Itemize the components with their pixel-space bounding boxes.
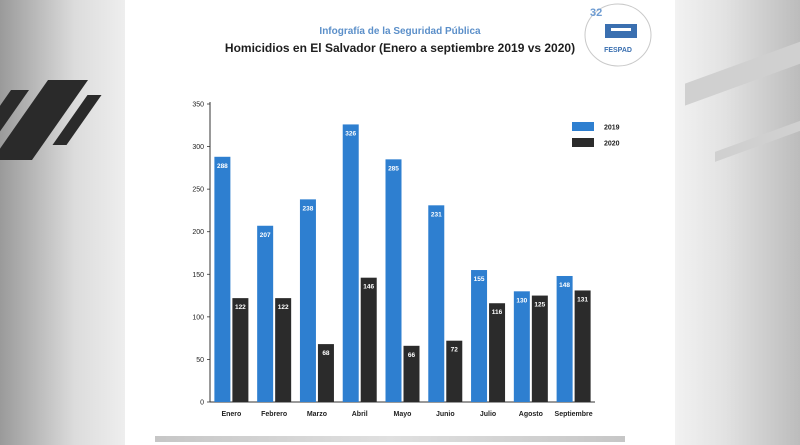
y-tick-label: 100 — [192, 314, 204, 321]
bar-2019 — [385, 159, 402, 402]
data-label: 288 — [217, 163, 228, 170]
data-label: 125 — [534, 302, 545, 309]
logo-anniversary: 32 — [590, 7, 602, 19]
y-tick-label: 0 — [200, 400, 204, 407]
legend-swatch-2019 — [572, 122, 594, 131]
bar-2020 — [317, 344, 334, 402]
data-label: 130 — [516, 297, 527, 304]
data-label: 66 — [408, 352, 416, 359]
data-label: 231 — [431, 211, 442, 218]
x-tick-label: Abril — [352, 411, 368, 418]
data-label: 146 — [363, 284, 374, 291]
background-right — [675, 0, 800, 445]
bar-2019 — [513, 291, 530, 402]
data-label: 116 — [492, 309, 503, 316]
legend-swatch-2020 — [572, 138, 594, 147]
footer-source-text — [155, 436, 625, 442]
x-tick-label: Agosto — [519, 411, 543, 418]
bar-2020 — [403, 345, 420, 402]
data-label: 155 — [474, 276, 485, 283]
y-tick-label: 150 — [192, 272, 204, 279]
infographic-panel: Infografía de la Seguridad Pública Homic… — [125, 0, 675, 445]
bar-2019 — [428, 205, 445, 402]
y-tick-label: 50 — [196, 357, 204, 364]
data-label: 122 — [278, 304, 289, 311]
bar-2020 — [489, 303, 506, 402]
bar-2020 — [275, 298, 292, 402]
data-label: 131 — [577, 296, 588, 303]
bar-2019 — [214, 156, 231, 402]
data-label: 238 — [303, 205, 314, 212]
data-label: 326 — [345, 130, 356, 137]
fespad-logo-icon: 32 FESPAD — [584, 3, 652, 67]
bar-2019 — [471, 270, 488, 402]
x-tick-label: Marzo — [307, 411, 327, 418]
y-tick-label: 200 — [192, 229, 204, 236]
logo-text: FESPAD — [604, 47, 632, 54]
bar-chart: 0 50 100 150 200 250 300 350 288 122 Enero 207 122 Fe… — [192, 102, 620, 419]
background-left — [0, 0, 125, 445]
bar-2020 — [531, 295, 548, 402]
data-label: 207 — [260, 232, 271, 239]
bar-2019 — [257, 225, 274, 402]
bar-2020 — [232, 298, 249, 402]
chart-title: Homicidios en El Salvador (Enero a septi… — [224, 41, 576, 55]
y-tick-label: 350 — [192, 102, 204, 109]
bar-2020 — [574, 290, 591, 402]
x-tick-label: Junio — [436, 411, 455, 418]
data-label: 148 — [559, 282, 570, 289]
bar-2020 — [446, 340, 463, 402]
x-tick-label: Febrero — [261, 411, 287, 418]
legend-label: 2020 — [604, 141, 620, 148]
y-tick-label: 300 — [192, 144, 204, 151]
x-tick-label: Septiembre — [555, 411, 593, 418]
x-tick-label: Enero — [221, 411, 241, 418]
chart-subtitle: Infografía de la Seguridad Pública — [319, 26, 481, 37]
y-tick-label: 250 — [192, 187, 204, 194]
data-label: 68 — [322, 350, 330, 357]
data-label: 72 — [451, 347, 459, 354]
bar-2019 — [299, 199, 316, 402]
bar-2019 — [556, 275, 573, 402]
bar-2020 — [360, 277, 377, 402]
x-tick-label: Mayo — [394, 411, 412, 418]
data-label: 122 — [235, 304, 246, 311]
legend-label: 2019 — [604, 125, 620, 132]
bar-2019 — [342, 124, 359, 402]
data-label: 285 — [388, 165, 399, 172]
x-tick-label: Julio — [480, 411, 496, 418]
